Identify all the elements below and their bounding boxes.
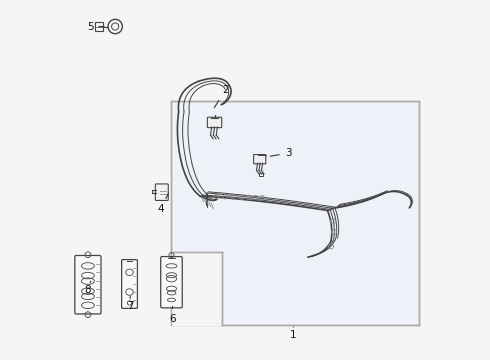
FancyBboxPatch shape	[122, 260, 137, 309]
Bar	[96, 22, 103, 31]
Text: 3: 3	[270, 148, 292, 158]
FancyBboxPatch shape	[172, 101, 419, 325]
FancyBboxPatch shape	[161, 257, 182, 308]
FancyBboxPatch shape	[207, 117, 221, 128]
Text: 7: 7	[127, 297, 134, 311]
Bar	[171, 251, 222, 326]
Text: 8: 8	[84, 281, 91, 296]
Text: 5: 5	[87, 22, 104, 32]
FancyBboxPatch shape	[75, 256, 101, 314]
Bar	[259, 173, 263, 176]
Text: 1: 1	[290, 327, 297, 340]
FancyBboxPatch shape	[254, 154, 266, 164]
Text: 2: 2	[214, 85, 229, 108]
FancyBboxPatch shape	[155, 184, 168, 201]
Text: 6: 6	[169, 306, 176, 324]
Text: 4: 4	[157, 193, 169, 214]
